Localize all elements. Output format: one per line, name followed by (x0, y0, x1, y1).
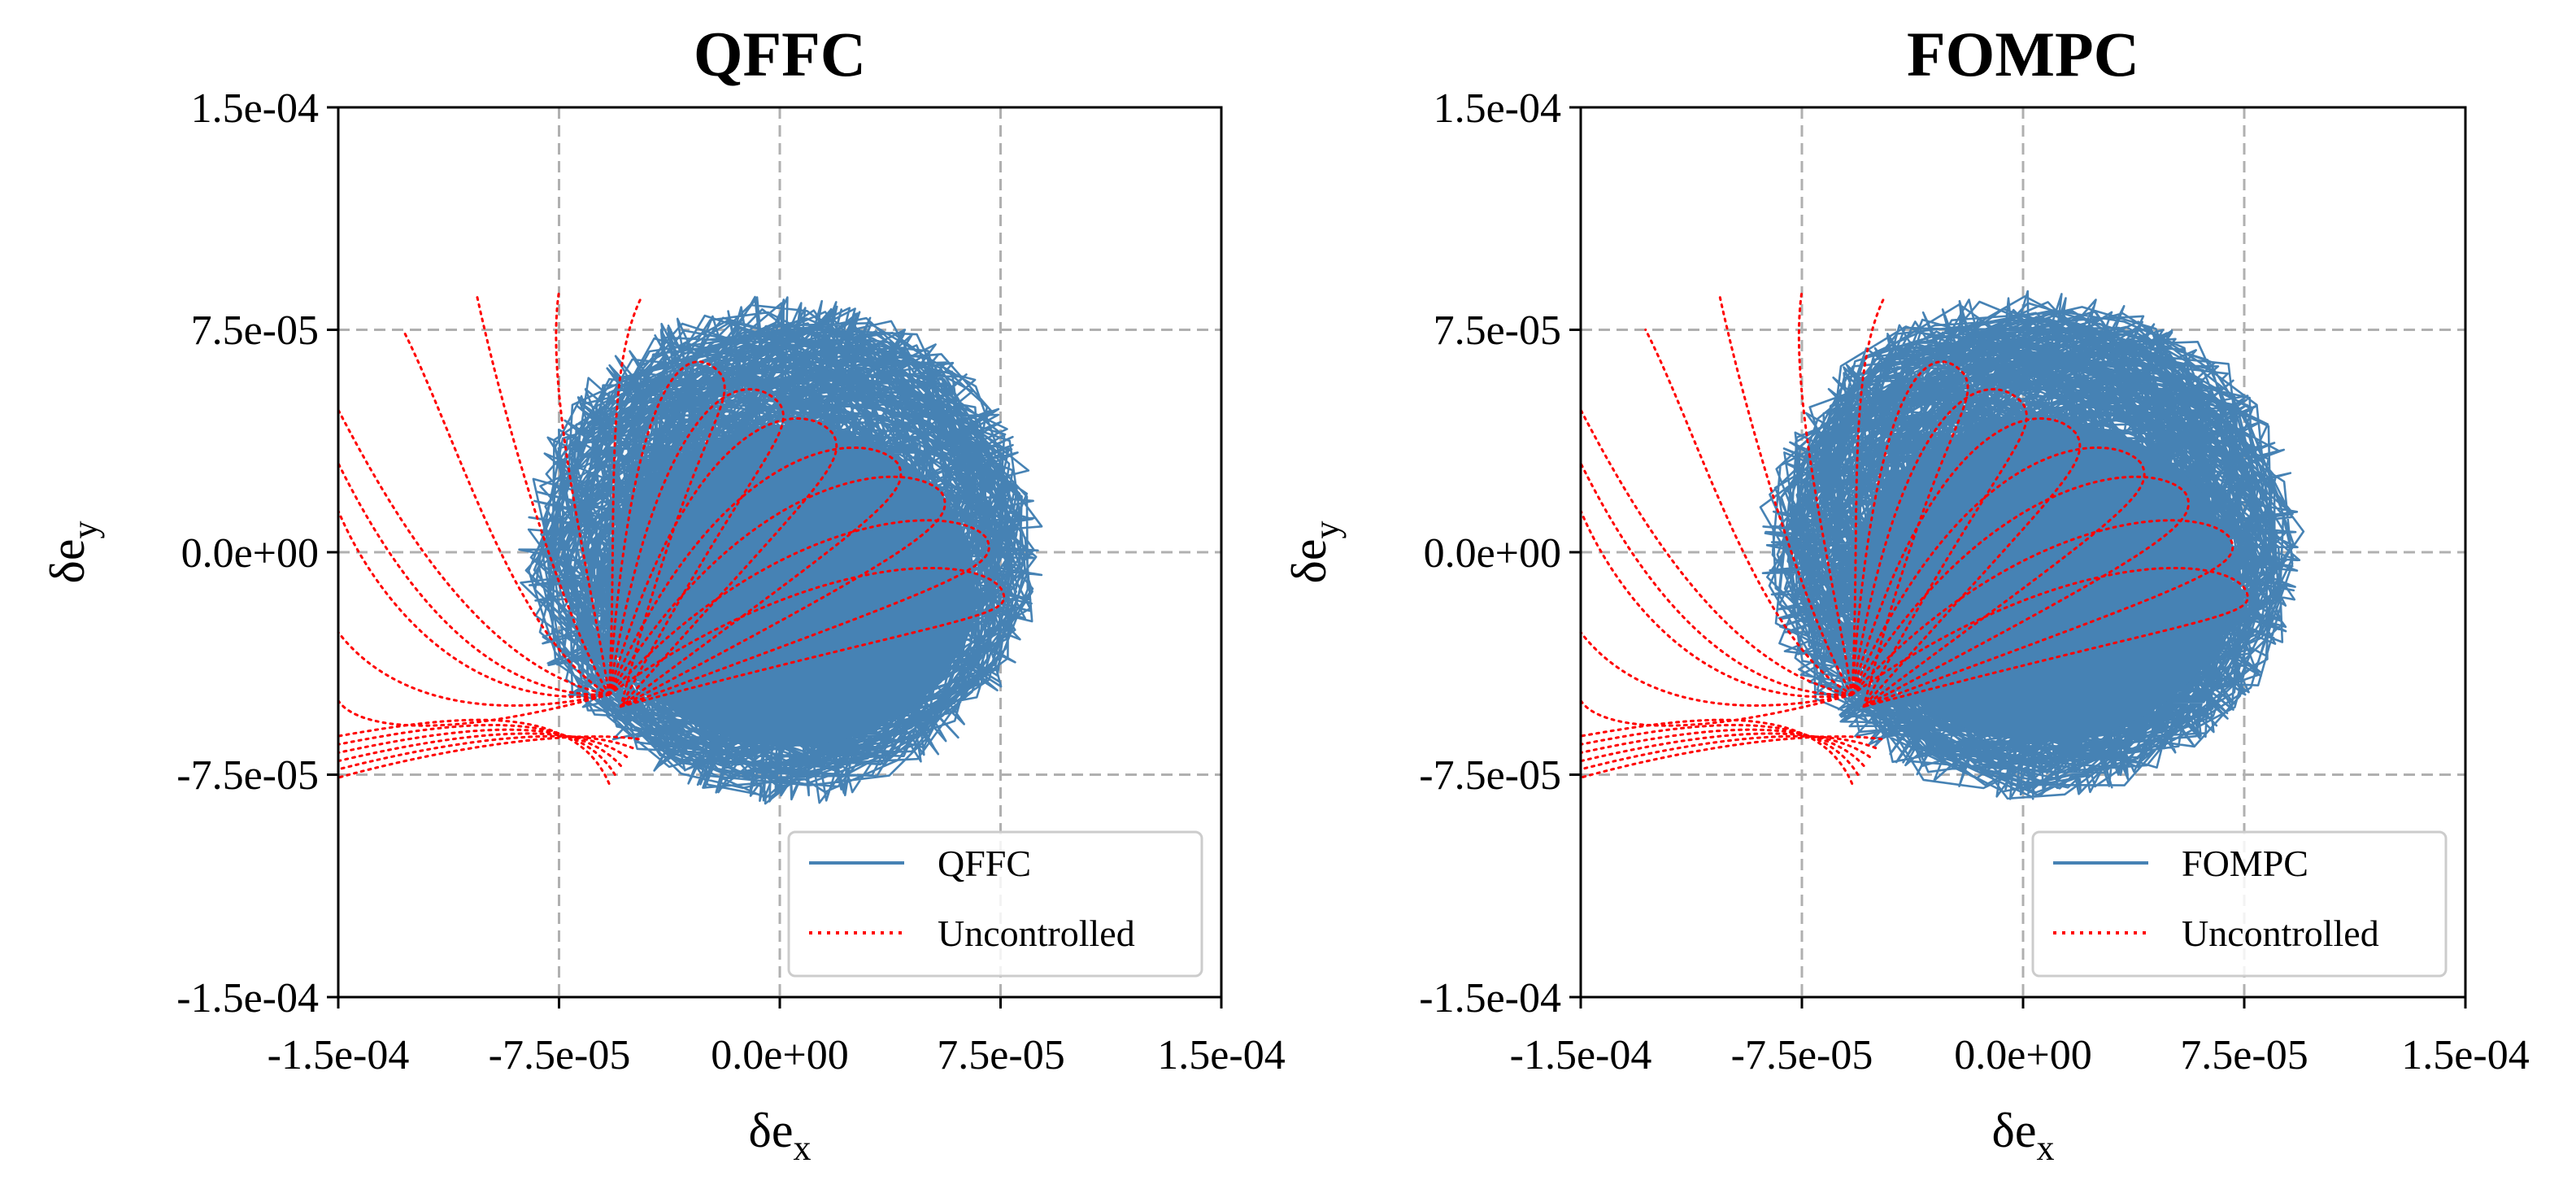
x-axis-label: δex (749, 1104, 812, 1168)
uncontrolled-lower-curve (337, 718, 611, 785)
uncontrolled-curve (1579, 509, 1854, 699)
legend: FOMPC Uncontrolled (2031, 830, 2448, 978)
controlled-trajectory (518, 295, 1043, 805)
x-tick-label: 7.5e-05 (2180, 1032, 2308, 1078)
uncontrolled-curve (1579, 693, 1854, 727)
controlled-trajectory (1759, 290, 2305, 800)
legend-label-controlled: QFFC (938, 843, 1031, 884)
y-tick-label: 0.0e+00 (1424, 530, 1561, 577)
x-tick-label: 1.5e-04 (1157, 1032, 1285, 1078)
uncontrolled-loop (607, 360, 726, 708)
uncontrolled-curve (337, 408, 611, 696)
uncontrolled-curve (1579, 462, 1854, 696)
panel-title: QFFC (694, 19, 866, 89)
y-axis-label: δey (41, 521, 105, 584)
uncontrolled-loop (607, 388, 785, 708)
uncontrolled-trajectory (337, 290, 1006, 785)
x-tick-label: -7.5e-05 (489, 1032, 631, 1078)
legend-label-uncontrolled: Uncontrolled (938, 913, 1135, 954)
legend-box (787, 830, 1203, 978)
legend-box (2031, 830, 2448, 978)
y-tick-label: 7.5e-05 (191, 307, 319, 354)
uncontrolled-curve (475, 293, 611, 696)
x-tick-label: -1.5e-04 (1510, 1032, 1652, 1078)
controlled-trajectory-core (1848, 420, 2233, 742)
uncontrolled-lower-curve (337, 723, 616, 776)
y-tick-label: 1.5e-04 (1434, 85, 1561, 132)
uncontrolled-loop (1851, 417, 2082, 708)
uncontrolled-curve (1644, 329, 1854, 696)
uncontrolled-lower-curve (1579, 734, 1878, 771)
x-tick-label: -7.5e-05 (1731, 1032, 1873, 1078)
x-tick-label: 0.0e+00 (711, 1032, 848, 1078)
x-tick-label: 1.5e-04 (2401, 1032, 2529, 1078)
uncontrolled-curve (337, 693, 611, 727)
uncontrolled-lower-curve (337, 734, 634, 771)
uncontrolled-curve (1579, 630, 1854, 707)
uncontrolled-loop (607, 447, 903, 708)
y-tick-label: -1.5e-04 (1419, 975, 1561, 1022)
panel-fompc: FOMPC 1.5e-04 7.5e-05 0.0e+00 -7.5e-05 -… (1282, 19, 2530, 1168)
uncontrolled-lower-curve (337, 735, 640, 779)
uncontrolled-curve (337, 509, 611, 699)
uncontrolled-curve (402, 329, 611, 696)
y-tick-label: 7.5e-05 (1434, 307, 1561, 354)
uncontrolled-curve (337, 462, 611, 696)
axis-ticks (1569, 106, 2467, 1008)
uncontrolled-loop (607, 417, 838, 708)
uncontrolled-loop (1851, 388, 2028, 708)
uncontrolled-loop (1851, 566, 2249, 708)
y-tick-label: -7.5e-05 (1419, 752, 1561, 799)
uncontrolled-lower-curve (1579, 732, 1871, 763)
x-tick-label: 0.0e+00 (1954, 1032, 2091, 1078)
uncontrolled-lower-curve (1579, 728, 1865, 768)
uncontrolled-curve (337, 630, 611, 707)
uncontrolled-curve (1579, 408, 1854, 696)
x-tick-label: 7.5e-05 (937, 1032, 1064, 1078)
uncontrolled-loop (1851, 360, 1969, 708)
uncontrolled-loop (1851, 519, 2234, 708)
uncontrolled-curve (607, 295, 643, 696)
legend-label-uncontrolled: Uncontrolled (2182, 913, 2379, 954)
uncontrolled-lower-curve (337, 728, 623, 768)
axis-ticks (327, 106, 1223, 1008)
uncontrolled-curve (1851, 295, 1886, 696)
uncontrolled-trajectory (1579, 290, 2249, 785)
uncontrolled-loop (607, 475, 946, 708)
uncontrolled-loop (1851, 447, 2146, 708)
uncontrolled-lower-curve (1579, 735, 1883, 779)
legend: QFFC Uncontrolled (787, 830, 1203, 978)
y-tick-label: -7.5e-05 (176, 752, 319, 799)
y-axis-label: δey (1282, 521, 1347, 584)
x-axis-label: δex (1992, 1104, 2055, 1168)
uncontrolled-lower-curve (1579, 723, 1860, 776)
panel-title: FOMPC (1907, 19, 2139, 89)
y-tick-label: 1.5e-04 (191, 85, 319, 132)
y-tick-label: -1.5e-04 (176, 975, 319, 1022)
uncontrolled-loop (1851, 475, 2190, 708)
uncontrolled-loop (607, 519, 990, 708)
uncontrolled-lower-curve (1579, 718, 1854, 785)
uncontrolled-curve (1717, 293, 1854, 696)
uncontrolled-lower-curve (337, 732, 629, 763)
controlled-trajectory-core (604, 425, 976, 747)
x-tick-label: -1.5e-04 (268, 1032, 410, 1078)
y-tick-label: 0.0e+00 (181, 530, 319, 577)
panel-qffc: QFFC 1.5e-04 7.5e-05 0.0e+00 -7.5e-05 -1… (41, 19, 1286, 1168)
legend-label-controlled: FOMPC (2182, 843, 2308, 884)
uncontrolled-loop (607, 566, 1006, 708)
